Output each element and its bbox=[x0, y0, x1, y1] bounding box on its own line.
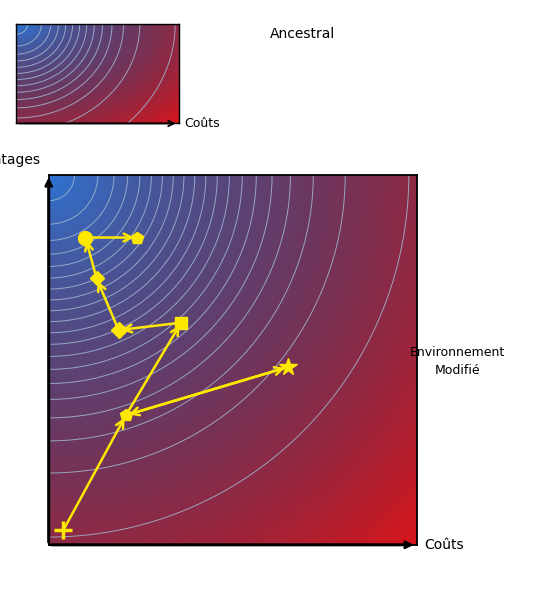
Text: Avantages: Avantages bbox=[0, 153, 41, 167]
Text: Ancestral: Ancestral bbox=[270, 27, 335, 41]
Text: Coûts: Coûts bbox=[424, 538, 464, 552]
Text: Modifié: Modifié bbox=[434, 364, 480, 377]
Text: Environnement: Environnement bbox=[410, 346, 505, 359]
Text: Coûts: Coûts bbox=[184, 117, 220, 130]
